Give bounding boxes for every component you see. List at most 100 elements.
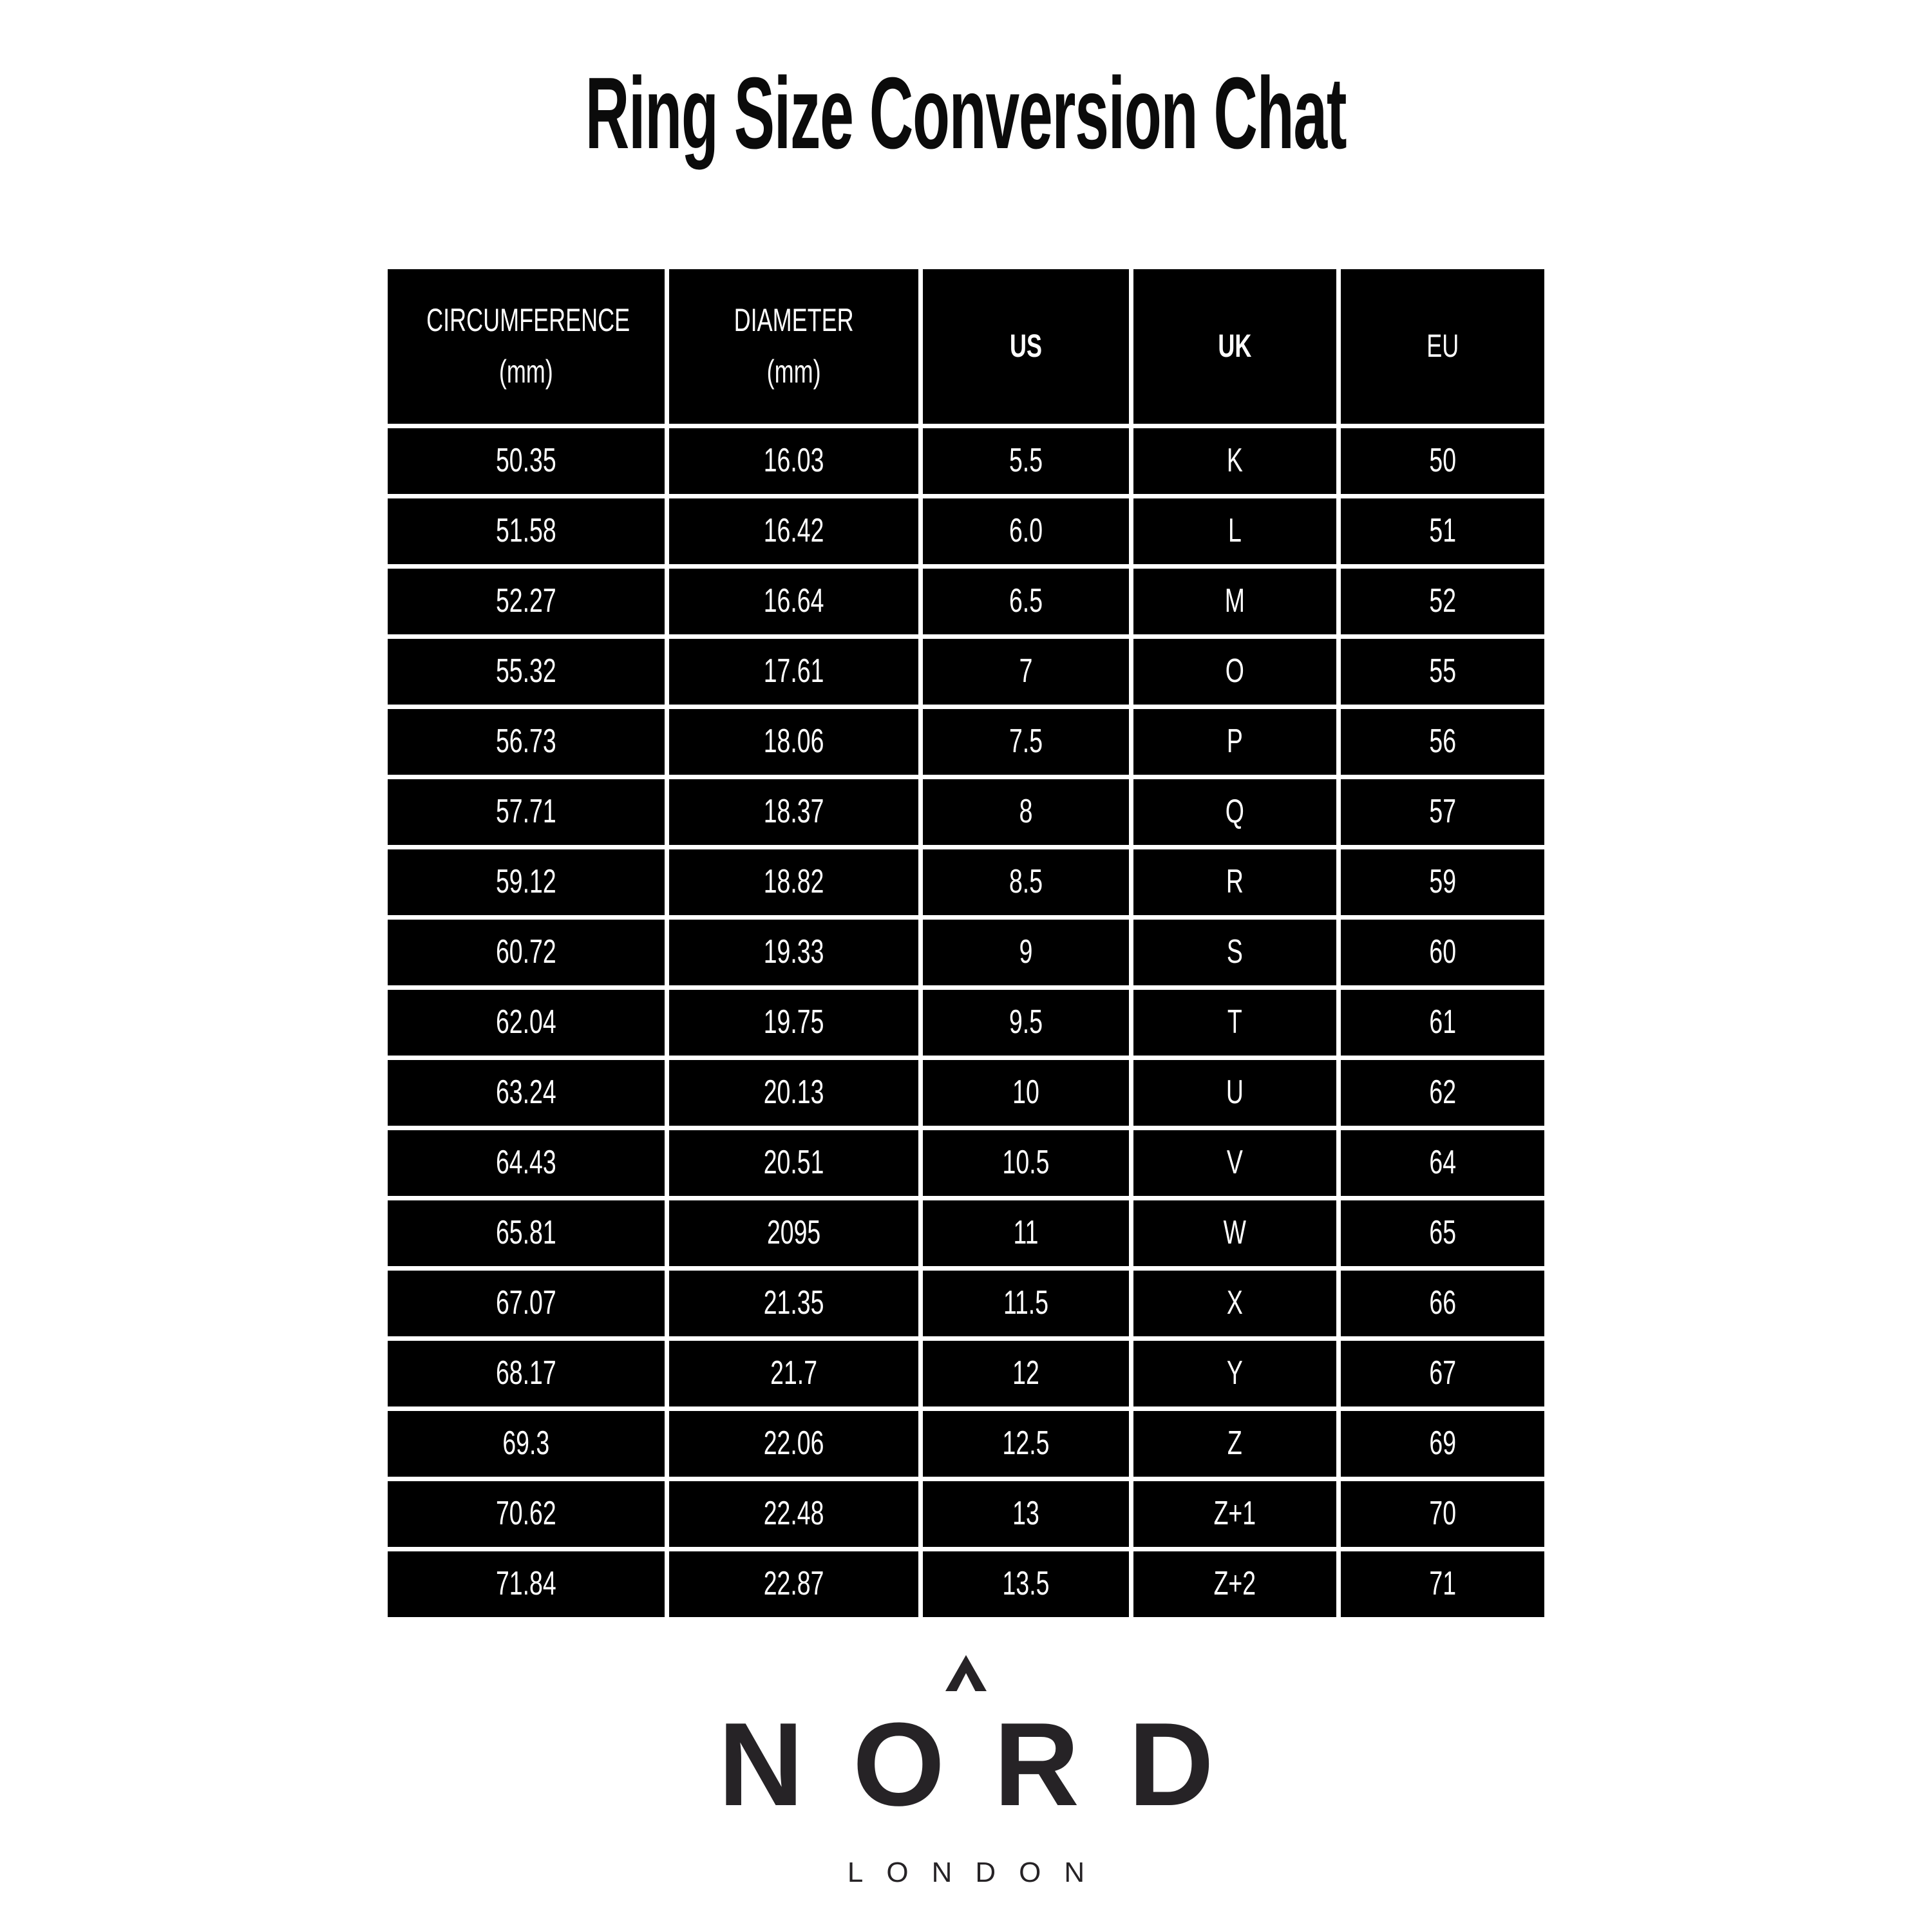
cell-us: 9 [922,919,1129,985]
cell-uk: R [1133,849,1336,915]
cell-us: 6.5 [922,568,1129,634]
cell-eu: 66 [1340,1270,1544,1336]
brand-logo: NORD LONDON [0,1655,1932,1889]
cell-us: 7.5 [922,708,1129,775]
col-header-us: US [922,269,1129,424]
cell-eu: 62 [1340,1059,1544,1126]
cell-us: 10 [922,1059,1129,1126]
cell-us: 8 [922,779,1129,845]
cell-diameter-mm: 22.06 [668,1410,918,1477]
cell-uk: W [1133,1200,1336,1266]
cell-us: 5.5 [922,428,1129,494]
cell-uk: X [1133,1270,1336,1336]
cell-us: 6.0 [922,498,1129,564]
cell-circumference-mm: 59.12 [388,849,665,915]
table-row: 65.81 2095 11 W 65 [388,1200,1544,1266]
cell-us: 8.5 [922,849,1129,915]
cell-circumference-mm: 56.73 [388,708,665,775]
table-row: 55.32 17.61 7 O 55 [388,638,1544,705]
cell-uk: M [1133,568,1336,634]
cell-diameter-mm: 17.61 [668,638,918,705]
table-body: 50.35 16.03 5.5 K 50 51.58 16.42 6.0 L 51 52.27 16.… [388,428,1544,1617]
cell-eu: 60 [1340,919,1544,985]
cell-diameter-mm: 16.42 [668,498,918,564]
cell-uk: Z+1 [1133,1481,1336,1547]
table-row: 52.27 16.64 6.5 M 52 [388,568,1544,634]
cell-eu: 64 [1340,1130,1544,1196]
cell-circumference-mm: 64.43 [388,1130,665,1196]
cell-uk: S [1133,919,1336,985]
cell-diameter-mm: 22.48 [668,1481,918,1547]
cell-us: 13.5 [922,1551,1129,1617]
col-header-uk: UK [1133,269,1336,424]
cell-uk: Z+2 [1133,1551,1336,1617]
cell-eu: 51 [1340,498,1544,564]
cell-eu: 52 [1340,568,1544,634]
cell-circumference-mm: 65.81 [388,1200,665,1266]
cell-uk: Q [1133,779,1336,845]
col-header-eu: EU [1340,269,1544,424]
table-row: 68.17 21.7 12 Y 67 [388,1340,1544,1406]
cell-eu: 55 [1340,638,1544,705]
cell-circumference-mm: 63.24 [388,1059,665,1126]
cell-diameter-mm: 18.06 [668,708,918,775]
cell-uk: T [1133,989,1336,1056]
cell-eu: 71 [1340,1551,1544,1617]
cell-eu: 50 [1340,428,1544,494]
cell-uk: Z [1133,1410,1336,1477]
cell-diameter-mm: 20.51 [668,1130,918,1196]
table-row: 60.72 19.33 9 S 60 [388,919,1544,985]
cell-us: 13 [922,1481,1129,1547]
cell-circumference-mm: 60.72 [388,919,665,985]
cell-uk: O [1133,638,1336,705]
cell-eu: 56 [1340,708,1544,775]
caret-up-icon [945,1655,987,1691]
cell-eu: 67 [1340,1340,1544,1406]
cell-diameter-mm: 18.82 [668,849,918,915]
table-row: 57.71 18.37 8 Q 57 [388,779,1544,845]
cell-diameter-mm: 2095 [668,1200,918,1266]
cell-uk: L [1133,498,1336,564]
table-row: 69.3 22.06 12.5 Z 69 [388,1410,1544,1477]
cell-eu: 70 [1340,1481,1544,1547]
cell-diameter-mm: 21.35 [668,1270,918,1336]
cell-diameter-mm: 18.37 [668,779,918,845]
cell-circumference-mm: 51.58 [388,498,665,564]
cell-circumference-mm: 50.35 [388,428,665,494]
cell-uk: Y [1133,1340,1336,1406]
cell-us: 10.5 [922,1130,1129,1196]
cell-eu: 69 [1340,1410,1544,1477]
cell-uk: V [1133,1130,1336,1196]
cell-us: 9.5 [922,989,1129,1056]
brand-name: NORD [718,1698,1263,1830]
page-title: Ring Size Conversion Chat [585,57,1347,170]
brand-city: LONDON [847,1857,1108,1889]
cell-circumference-mm: 57.71 [388,779,665,845]
table-row: 64.43 20.51 10.5 V 64 [388,1130,1544,1196]
table-row: 62.04 19.75 9.5 T 61 [388,989,1544,1056]
table-row: 63.24 20.13 10 U 62 [388,1059,1544,1126]
cell-circumference-mm: 62.04 [388,989,665,1056]
table-row: 50.35 16.03 5.5 K 50 [388,428,1544,494]
table-row: 56.73 18.06 7.5 P 56 [388,708,1544,775]
cell-circumference-mm: 55.32 [388,638,665,705]
cell-circumference-mm: 68.17 [388,1340,665,1406]
cell-uk: U [1133,1059,1336,1126]
cell-diameter-mm: 20.13 [668,1059,918,1126]
table-row: 51.58 16.42 6.0 L 51 [388,498,1544,564]
cell-uk: P [1133,708,1336,775]
cell-circumference-mm: 70.62 [388,1481,665,1547]
table-row: 59.12 18.82 8.5 R 59 [388,849,1544,915]
cell-eu: 65 [1340,1200,1544,1266]
header-row: CIRCUMFERENCE (mm) DIAMETER (mm) US UK E… [388,269,1544,424]
table-row: 70.62 22.48 13 Z+1 70 [388,1481,1544,1547]
cell-eu: 59 [1340,849,1544,915]
table-row: 71.84 22.87 13.5 Z+2 71 [388,1551,1544,1617]
cell-eu: 61 [1340,989,1544,1056]
cell-diameter-mm: 22.87 [668,1551,918,1617]
ring-size-conversion-table: CIRCUMFERENCE (mm) DIAMETER (mm) US UK E… [383,265,1549,1622]
cell-us: 11 [922,1200,1129,1266]
cell-us: 7 [922,638,1129,705]
cell-eu: 57 [1340,779,1544,845]
